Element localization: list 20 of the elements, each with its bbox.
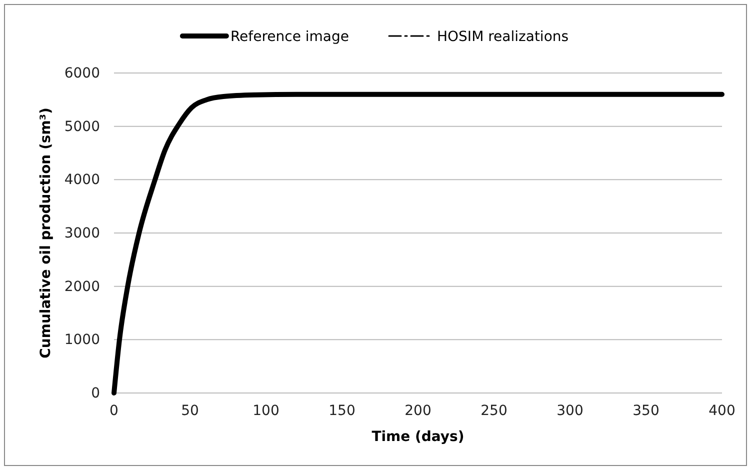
- x-tick-label: 50: [181, 402, 199, 419]
- y-tick-label: 5000: [64, 118, 100, 135]
- y-tick-label: 0: [91, 385, 100, 402]
- y-tick-label: 1000: [64, 332, 100, 348]
- x-tick-label: 200: [404, 402, 432, 419]
- legend-label: Reference image: [230, 29, 349, 45]
- x-tick-label: 100: [252, 402, 280, 419]
- y-tick-label: 2000: [64, 278, 100, 295]
- y-tick-label: 6000: [64, 65, 100, 82]
- x-tick-label: 400: [708, 402, 736, 419]
- y-axis-title: Cumulative oil production (sm³): [38, 108, 54, 358]
- x-tick-label: 300: [556, 402, 584, 419]
- x-tick-label: 0: [110, 402, 118, 419]
- x-tick-label: 250: [480, 402, 508, 419]
- y-tick-label: 4000: [64, 172, 100, 188]
- x-tick-label: 350: [632, 402, 660, 419]
- x-tick-label: 150: [328, 402, 356, 419]
- legend-label: HOSIM realizations: [437, 29, 569, 45]
- x-axis-title: Time (days): [372, 429, 464, 445]
- y-tick-label: 3000: [64, 225, 100, 242]
